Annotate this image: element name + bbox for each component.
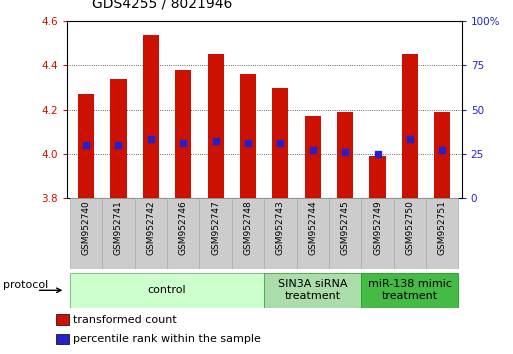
FancyBboxPatch shape — [135, 198, 167, 269]
Bar — [402, 55, 418, 198]
Text: GSM952750: GSM952750 — [405, 200, 415, 255]
Bar — [240, 74, 256, 198]
Text: GSM952746: GSM952746 — [179, 200, 188, 255]
Bar — [434, 112, 450, 198]
Text: GSM952747: GSM952747 — [211, 200, 220, 255]
FancyBboxPatch shape — [426, 198, 459, 269]
Text: miR-138 mimic
treatment: miR-138 mimic treatment — [368, 279, 452, 301]
Bar — [369, 156, 386, 198]
Text: transformed count: transformed count — [73, 315, 176, 325]
Text: protocol: protocol — [3, 280, 48, 290]
FancyBboxPatch shape — [70, 273, 264, 308]
Text: GSM952740: GSM952740 — [82, 200, 91, 255]
Text: control: control — [148, 285, 186, 295]
FancyBboxPatch shape — [264, 273, 361, 308]
Bar — [143, 34, 159, 198]
FancyBboxPatch shape — [200, 198, 232, 269]
Text: SIN3A siRNA
treatment: SIN3A siRNA treatment — [278, 279, 347, 301]
FancyBboxPatch shape — [297, 198, 329, 269]
Bar — [337, 112, 353, 198]
FancyBboxPatch shape — [361, 198, 393, 269]
Text: GSM952741: GSM952741 — [114, 200, 123, 255]
FancyBboxPatch shape — [264, 198, 297, 269]
FancyBboxPatch shape — [167, 198, 200, 269]
Text: GSM952751: GSM952751 — [438, 200, 447, 255]
Bar — [305, 116, 321, 198]
Bar — [208, 55, 224, 198]
Text: GSM952743: GSM952743 — [276, 200, 285, 255]
Text: GSM952744: GSM952744 — [308, 200, 317, 255]
Bar — [175, 70, 191, 198]
FancyBboxPatch shape — [394, 198, 426, 269]
FancyBboxPatch shape — [102, 198, 135, 269]
FancyBboxPatch shape — [329, 198, 361, 269]
Text: GSM952742: GSM952742 — [146, 200, 155, 255]
FancyBboxPatch shape — [232, 198, 264, 269]
Bar — [110, 79, 127, 198]
Text: GDS4255 / 8021946: GDS4255 / 8021946 — [92, 0, 233, 11]
Bar — [272, 88, 288, 198]
Text: GSM952745: GSM952745 — [341, 200, 350, 255]
Text: GSM952749: GSM952749 — [373, 200, 382, 255]
Text: GSM952748: GSM952748 — [244, 200, 252, 255]
FancyBboxPatch shape — [361, 273, 459, 308]
Text: percentile rank within the sample: percentile rank within the sample — [73, 334, 261, 344]
Bar — [78, 94, 94, 198]
FancyBboxPatch shape — [70, 198, 102, 269]
